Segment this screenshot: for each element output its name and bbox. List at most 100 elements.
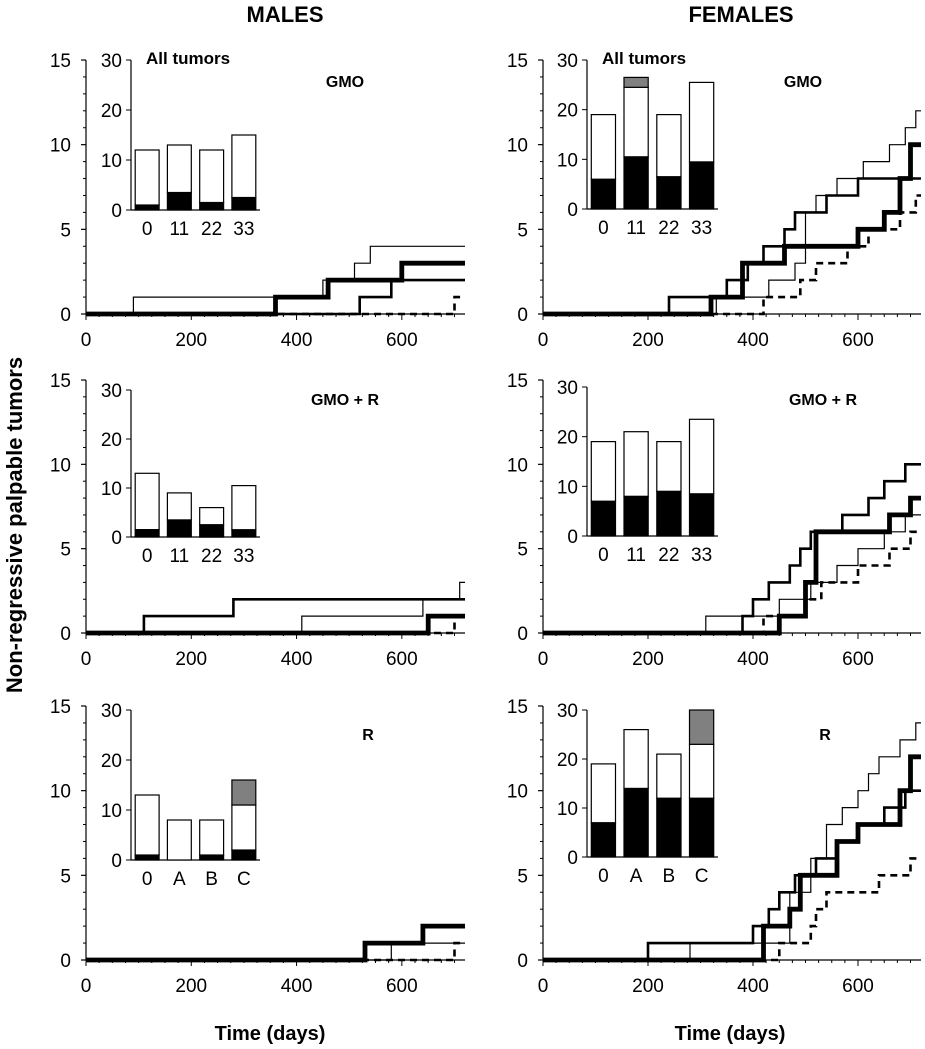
inset-y-tick-label: 10: [557, 477, 578, 498]
inset-y-tick-label: 10: [101, 479, 122, 500]
inset-bar-white: [166, 492, 192, 521]
inset-y-tick-label: 30: [101, 701, 122, 722]
inset-bar-chart: 0 10 20 30 0 11 22 33 All tumors: [557, 49, 718, 239]
inset-x-tick-label: B: [663, 866, 676, 887]
x-tick-label: 0: [538, 649, 549, 670]
inset-bar-white: [688, 81, 715, 163]
x-tick-label: 400: [737, 649, 769, 670]
inset-y-tick-label: 30: [557, 701, 578, 722]
inset-y-tick-label: 30: [557, 51, 578, 72]
y-tick-label: 5: [60, 540, 71, 561]
inset-bar-black: [688, 797, 715, 858]
y-tick-label: 5: [60, 220, 71, 241]
inset-y-tick-label: 0: [111, 528, 122, 549]
inset-bar-white: [590, 441, 617, 502]
inset-bar-white: [623, 728, 649, 789]
x-tick-label: 0: [81, 649, 92, 670]
inset-bar-white: [656, 113, 682, 178]
inset-bar-white: [231, 134, 257, 199]
series-line-dashed: [86, 614, 465, 635]
inset-bar-white: [199, 507, 225, 526]
inset-x-tick-label: 11: [170, 546, 190, 567]
inset-y-tick-label: 20: [557, 428, 578, 449]
inset-x-tick-label: B: [205, 869, 218, 890]
inset-bar-black: [590, 822, 617, 858]
y-tick-label: 5: [517, 866, 528, 887]
inset-x-tick-label: 11: [170, 219, 190, 240]
y-tick-label: 15: [507, 371, 528, 392]
inset-bar-black: [623, 156, 649, 210]
y-tick-label: 5: [517, 220, 528, 241]
series-line-thin: [86, 942, 465, 961]
inset-bar-white: [231, 485, 257, 531]
inset-x-tick-label: C: [695, 866, 709, 887]
inset-x-tick-label: 33: [233, 219, 254, 240]
inset-bar-black: [590, 178, 617, 210]
series-line-dashed: [543, 530, 921, 635]
x-tick-label: 600: [386, 649, 418, 670]
x-tick-label: 200: [632, 649, 664, 670]
series-line-medium: [543, 789, 921, 962]
inset-x-tick-label: 33: [691, 545, 712, 566]
inset-y-tick-label: 10: [557, 799, 578, 820]
series-line-dashed: [86, 295, 465, 316]
inset-title: All tumors: [602, 49, 686, 68]
inset-bar-black: [231, 196, 257, 211]
y-tick-label: 15: [50, 51, 71, 72]
panel-males-gmo-r: 0 5 10 15 0 200 400 600 GMO + R 0 10 20 30 0 11 22 33: [50, 371, 465, 670]
inset-bar-chart: 0 10 20 30 0 11 22 33: [557, 378, 718, 566]
inset-bar-white: [199, 819, 225, 856]
inset-x-tick-label: 0: [598, 218, 609, 239]
inset-bar-white: [199, 149, 225, 204]
inset-x-tick-label: C: [237, 869, 251, 890]
inset-bar-black: [688, 161, 715, 210]
y-tick-label: 10: [507, 136, 528, 157]
x-tick-label: 200: [175, 330, 207, 351]
x-tick-label: 400: [281, 330, 313, 351]
inset-x-tick-label: 33: [691, 218, 712, 239]
x-tick-label: 0: [538, 976, 549, 997]
column-title-males: MALES: [247, 2, 324, 27]
y-tick-label: 10: [507, 455, 528, 476]
series-line-thick: [543, 495, 921, 636]
inset-bar-black: [134, 854, 160, 861]
x-tick-label: 400: [737, 976, 769, 997]
y-tick-label: 5: [60, 866, 71, 887]
y-tick-label: 15: [50, 371, 71, 392]
inset-y-tick-label: 30: [557, 378, 578, 399]
inset-bar-black: [656, 490, 682, 537]
series-line-medium: [543, 177, 921, 316]
series-line-dashed: [86, 941, 465, 962]
inset-bar-chart: 0 10 20 30 0 11 22 33 All tumors: [101, 49, 260, 240]
y-axis-label: Non-regressive palpable tumors: [2, 357, 27, 693]
inset-bar-black: [134, 204, 160, 211]
inset-bar-black: [656, 797, 682, 858]
inset-y-tick-label: 20: [101, 751, 122, 772]
y-tick-label: 10: [507, 782, 528, 803]
panel-females-gmo-r: 0 5 10 15 0 200 400 600 GMO + R 0 10 20 30 0 11 22 33: [507, 371, 921, 670]
inset-bar-white: [134, 472, 160, 531]
inset-bar-gray: [231, 779, 257, 806]
inset-bar-black: [134, 528, 160, 538]
x-tick-label: 600: [842, 649, 874, 670]
inset-x-tick-label: 0: [142, 219, 153, 240]
inset-bar-white: [688, 418, 715, 495]
series-line-thin: [86, 581, 465, 634]
inset-bar-black: [166, 519, 192, 538]
inset-x-tick-label: 0: [142, 546, 153, 567]
inset-x-tick-label: 11: [626, 218, 646, 239]
inset-x-tick-label: 22: [658, 218, 679, 239]
y-tick-label: 0: [60, 624, 71, 645]
inset-x-tick-label: 11: [626, 545, 646, 566]
inset-y-tick-label: 20: [557, 101, 578, 122]
panel-males-gmo: 0 5 10 15 0 200 400 600 GMO 0 10 20 30 0 11 22 33 All tum…: [50, 49, 465, 351]
x-tick-label: 400: [281, 976, 313, 997]
inset-bar-white: [656, 441, 682, 492]
inset-bar-black: [656, 176, 682, 210]
y-tick-label: 15: [507, 697, 528, 718]
inset-bar-black: [623, 787, 649, 858]
series-line-thick: [86, 923, 465, 963]
inset-bar-black: [199, 524, 225, 538]
